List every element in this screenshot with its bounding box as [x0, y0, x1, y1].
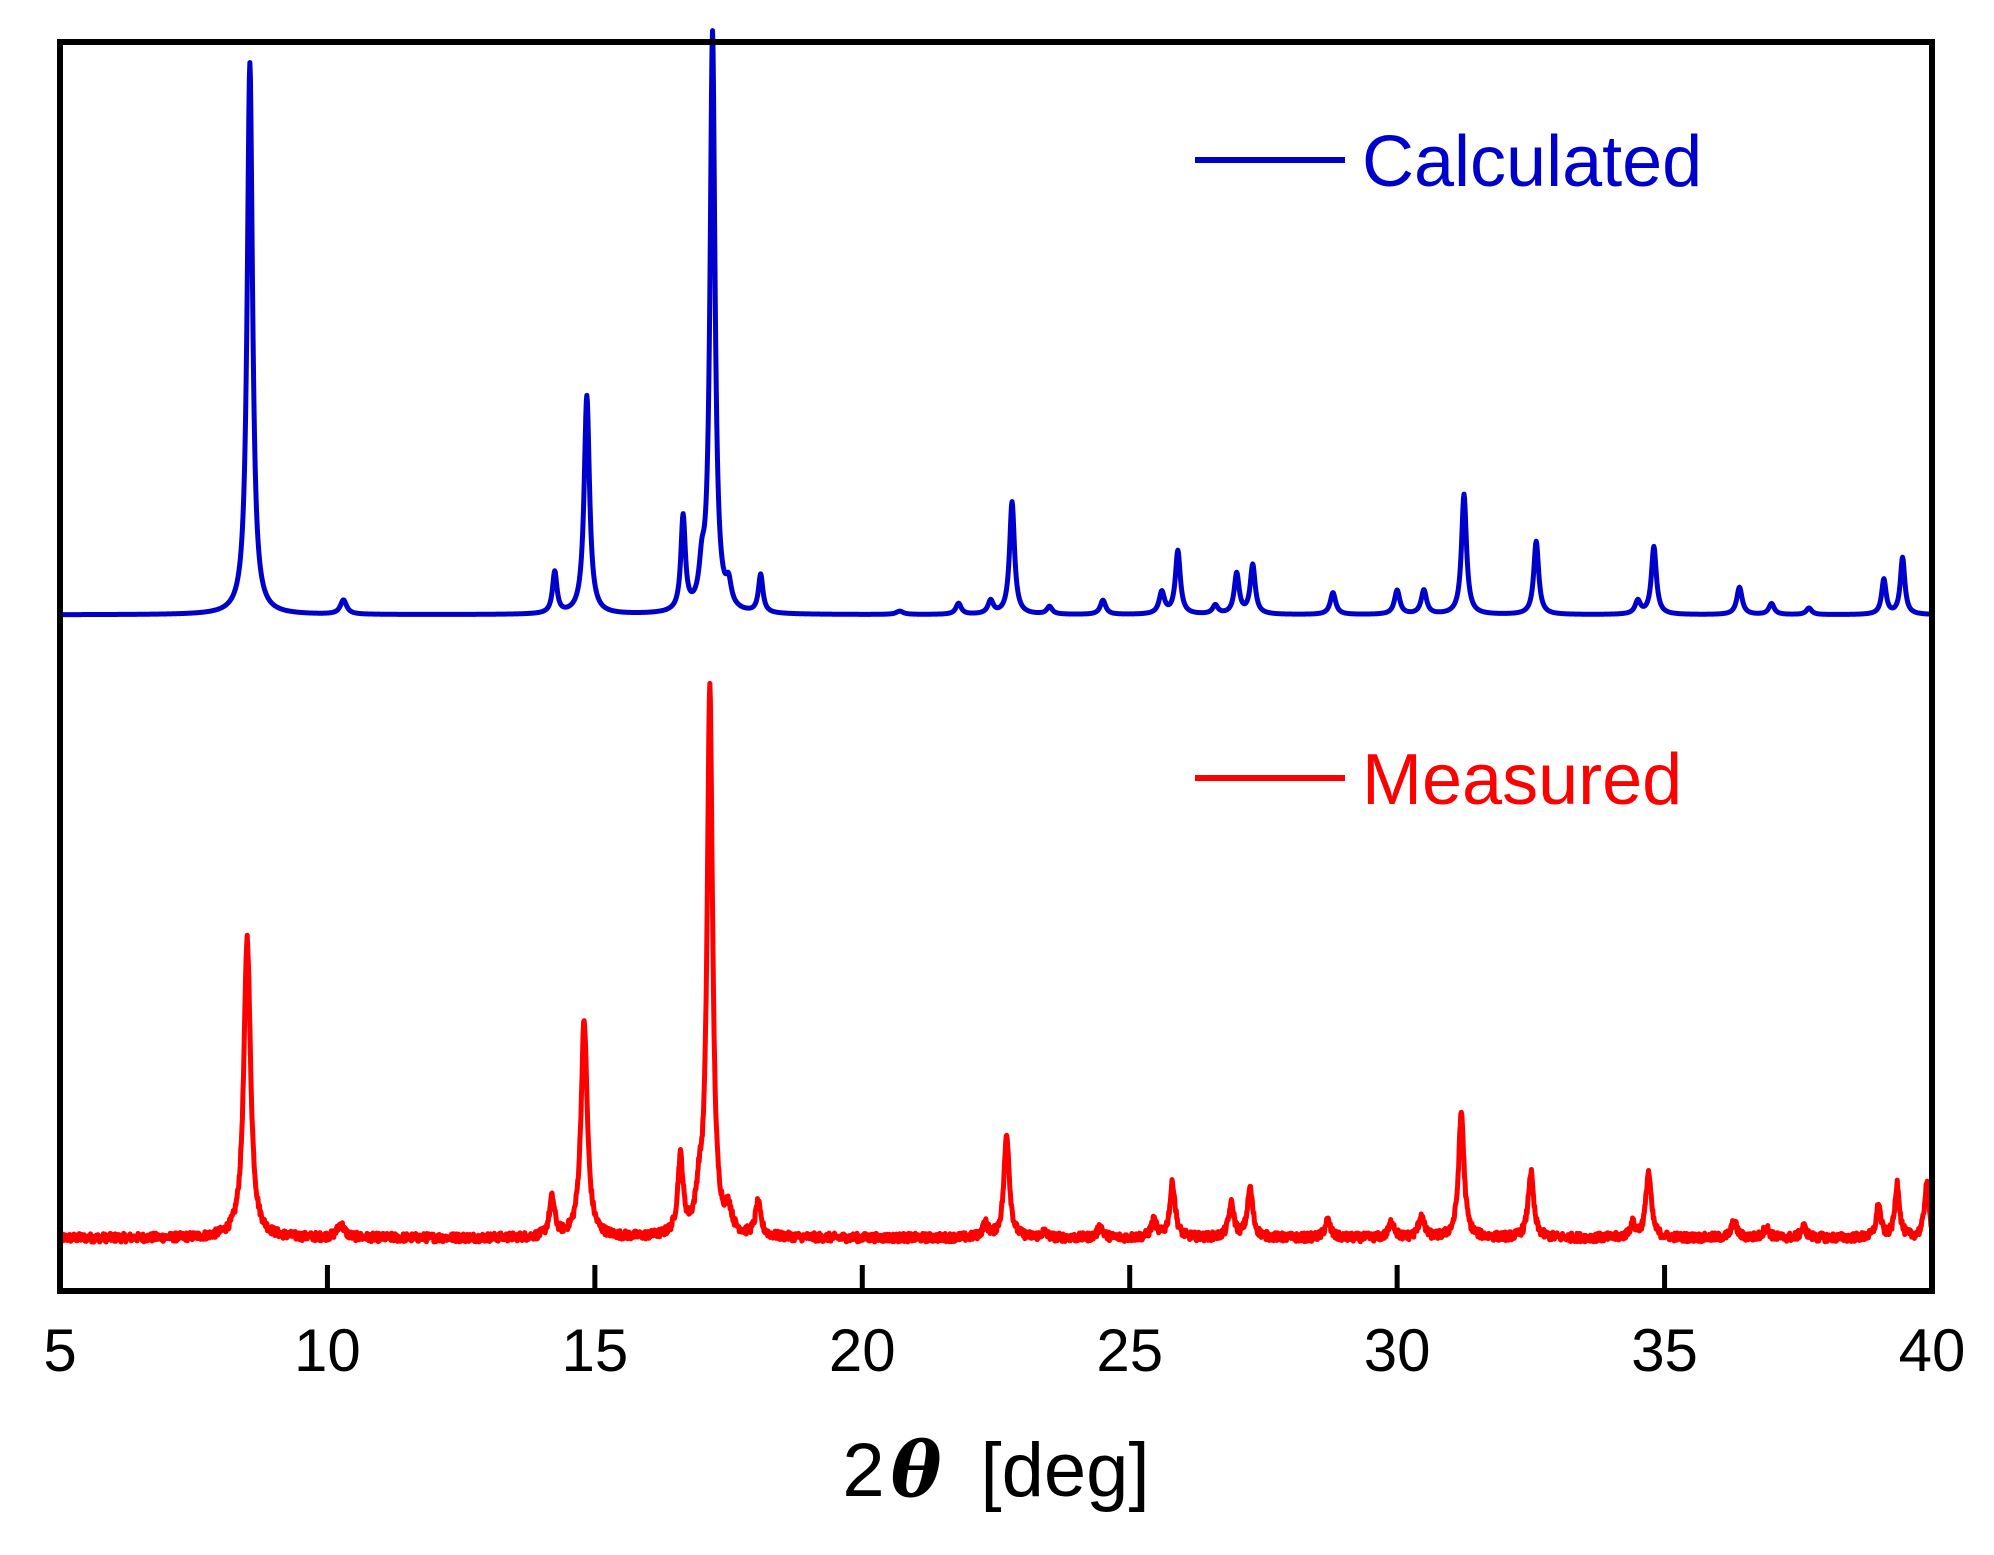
x-tick-label-5: 5 — [43, 1317, 76, 1384]
x-axis-ticks — [57, 1265, 1935, 1291]
x-axis-label-unit: [deg] — [959, 1428, 1149, 1513]
x-axis-tick-labels: 5 10 15 20 25 30 35 40 — [43, 1317, 1965, 1384]
legend-label-calculated: Calculated — [1362, 122, 1702, 202]
x-tick-label-40: 40 — [1899, 1317, 1966, 1384]
series-line-calculated — [58, 28, 1934, 618]
x-tick-label-10: 10 — [294, 1317, 361, 1384]
x-tick-label-20: 20 — [829, 1317, 896, 1384]
x-tick-label-15: 15 — [561, 1317, 628, 1384]
x-axis-label-prefix: 2 — [842, 1428, 884, 1513]
x-axis-label: 2θ [deg] — [842, 1425, 1149, 1514]
x-tick-label-35: 35 — [1631, 1317, 1698, 1384]
legend: Calculated Measured — [1195, 122, 1702, 820]
plot-frame — [57, 39, 1935, 1294]
x-tick-label-25: 25 — [1096, 1317, 1163, 1384]
x-axis-label-theta: θ — [891, 1425, 942, 1514]
legend-label-measured: Measured — [1362, 740, 1682, 820]
plot-lines — [57, 28, 1935, 1245]
series-line-measured — [57, 680, 1935, 1245]
x-tick-label-30: 30 — [1364, 1317, 1431, 1384]
